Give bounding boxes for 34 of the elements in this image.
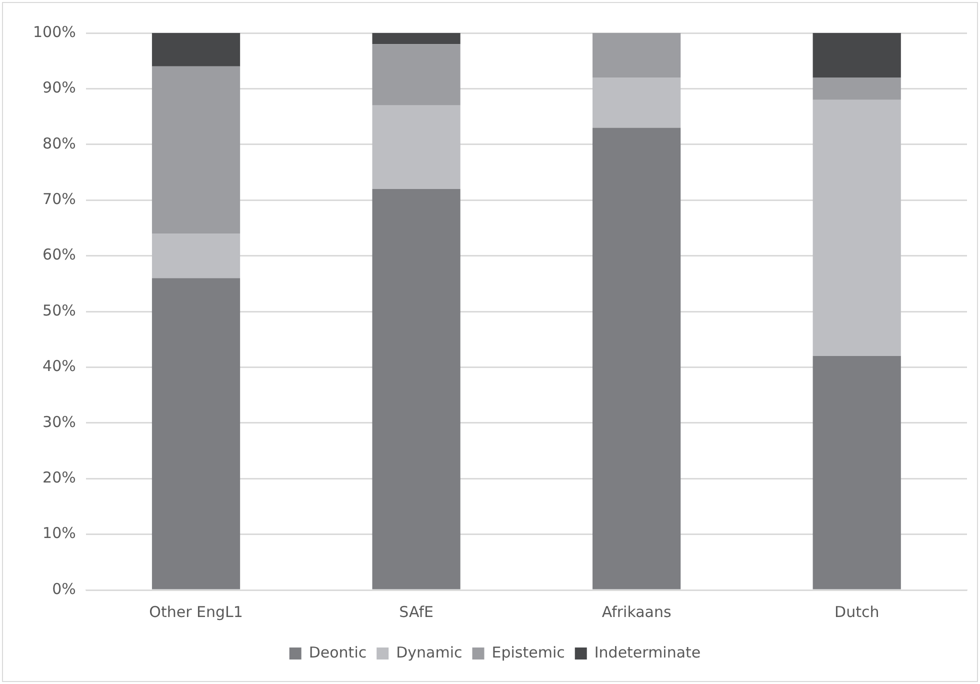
- bar: [372, 33, 460, 44]
- y-tick-label: 70%: [42, 190, 76, 208]
- bar: [372, 44, 460, 106]
- x-tick-label: Other EngL1: [149, 602, 243, 621]
- x-tick-label: Afrikaans: [602, 602, 672, 621]
- y-tick-label: 100%: [32, 22, 76, 41]
- bar: [812, 100, 901, 356]
- bar: [812, 78, 901, 100]
- y-tick-label: 40%: [42, 357, 76, 376]
- legend-label: Dynamic: [396, 643, 462, 662]
- bar: [592, 78, 681, 128]
- legend-label: Indeterminate: [594, 643, 701, 662]
- y-tick-label: 20%: [42, 468, 76, 486]
- y-tick-label: 80%: [42, 134, 76, 152]
- bar: [152, 278, 240, 590]
- bar: [152, 33, 240, 66]
- bar: [152, 234, 240, 278]
- y-tick-label: 60%: [42, 246, 76, 264]
- bar: [372, 188, 460, 590]
- x-tick-label: Dutch: [834, 602, 880, 621]
- bar: [592, 128, 681, 590]
- y-tick-label: 0%: [52, 580, 76, 598]
- y-tick-label: 50%: [42, 301, 76, 320]
- bar: [592, 33, 681, 78]
- y-tick-label: 30%: [42, 412, 76, 431]
- y-tick-label: 10%: [42, 524, 76, 542]
- bar: [372, 105, 460, 189]
- bar: [812, 33, 901, 78]
- y-tick-label: 90%: [42, 78, 76, 97]
- legend-label: Epistemic: [492, 643, 565, 662]
- bar: [812, 356, 901, 590]
- legend-label: Deontic: [308, 643, 367, 662]
- x-tick-label: SAfE: [399, 602, 434, 621]
- bar: [152, 66, 240, 234]
